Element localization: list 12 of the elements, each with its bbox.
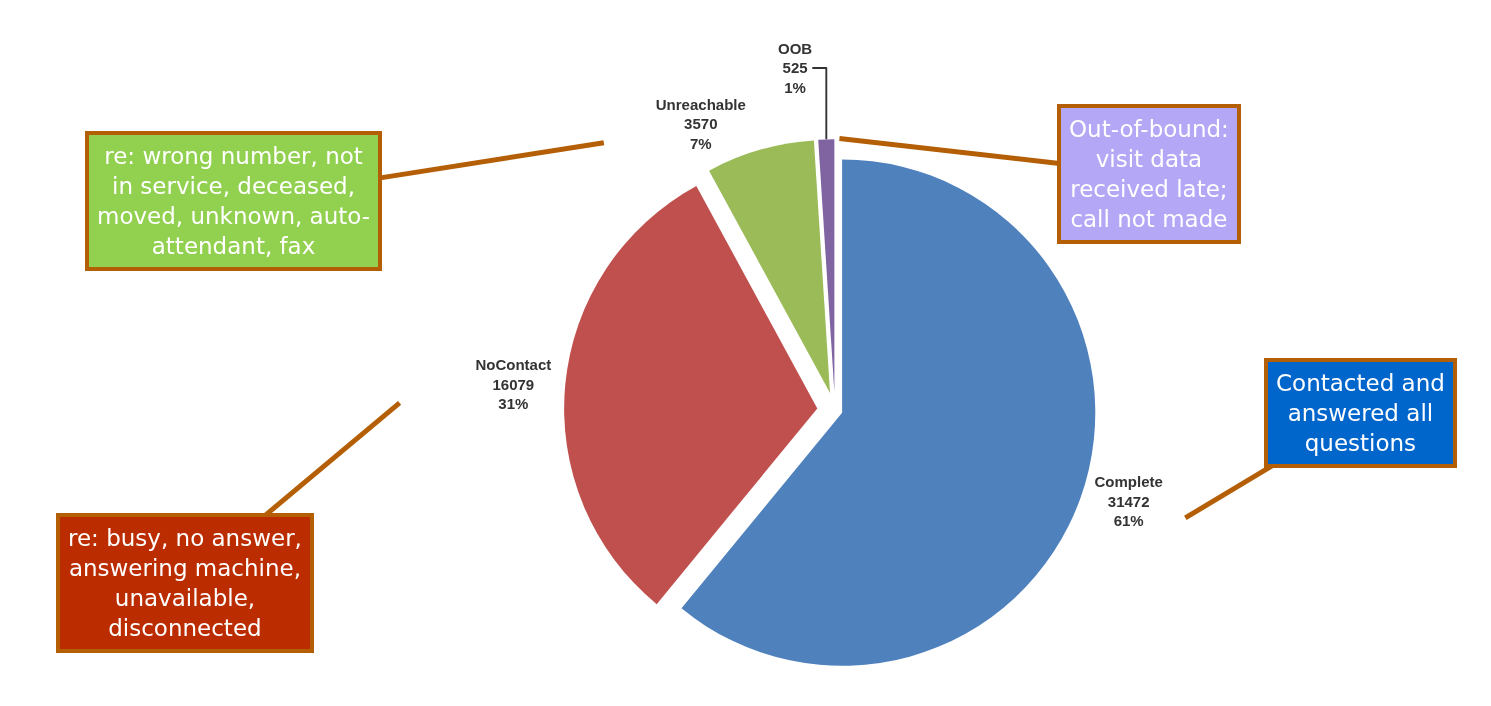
text: Out-of-bound: visit data received late; call not made [1069,116,1229,232]
slice-label: NoContact [475,356,552,374]
data-label: 16079 31% [492,375,535,413]
data-label: 525 1% [782,59,808,96]
slice-label: OOB [777,39,813,57]
data-label: 31472 61% [1107,492,1150,530]
data-label: 3570 7% [684,115,718,152]
slice-label: Unreachable [655,95,746,113]
text: re: wrong number, not in service, deceased, moved, unknown, auto-attendant, fax [97,143,371,259]
slice-label: Complete [1094,473,1163,491]
text: Contacted and answered all questions [1276,370,1445,456]
text: re: busy, no answer, answering machine, unavailable, disconnected [68,525,302,641]
